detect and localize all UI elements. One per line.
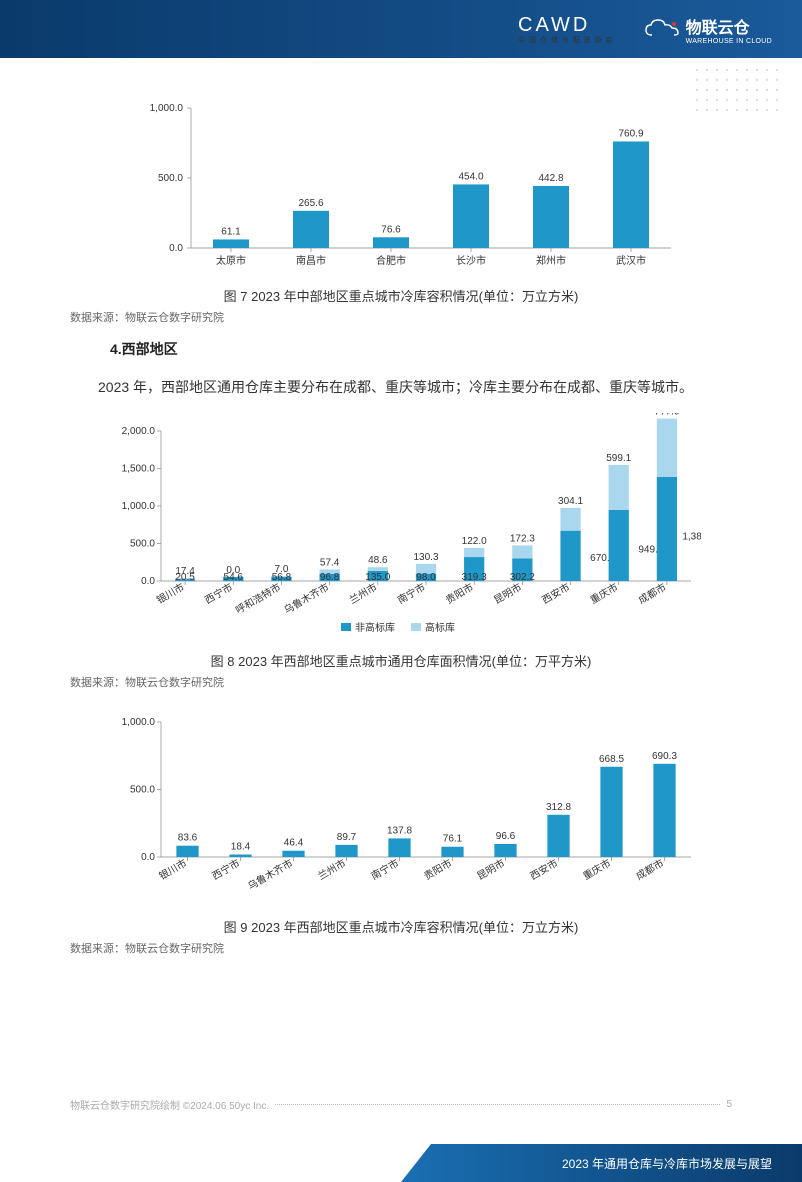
chart-9-svg: 0.0 500.0 1,000.0 83.6 银川市 18.4 西宁市 46.4 乌鲁木齐市 89… [101,704,701,909]
svg-text:46.4: 46.4 [284,838,304,849]
svg-text:银川市: 银川市 [154,580,186,606]
chart-8-source: 数据来源：物联云仓数字研究院 [70,674,732,690]
svg-text:2,000.0: 2,000.0 [122,426,156,437]
svg-text:南宁市: 南宁市 [369,856,401,882]
svg-text:500.0: 500.0 [130,539,155,550]
logo-cloud-cn: 物联云仓 [686,20,750,37]
svg-text:690.3: 690.3 [652,751,677,762]
chart-7: 0.0 500.0 1,000.0 61.1 太原市 265.6 南昌市 76.6 合肥市 454… [70,88,732,278]
chart-7-caption: 图 7 2023 年中部地区重点城市冷库容积情况(单位：万立方米) [70,286,732,305]
svg-text:贵阳市: 贵阳市 [443,580,475,606]
footer-credit: 物联云仓数字研究院绘制 ©2024.06 50yc Inc. 5 [70,1097,732,1112]
footer-banner-text: 2023 年通用仓库与冷库市场发展与展望 [562,1155,772,1172]
svg-text:61.1: 61.1 [221,226,241,237]
svg-text:777.0: 777.0 [654,413,679,418]
svg-text:长沙市: 长沙市 [456,254,486,267]
svg-text:兰州市: 兰州市 [316,856,348,882]
body-paragraph-1: 2023 年，西部地区通用仓库主要分布在成都、重庆等城市；冷库主要分布在成都、重… [70,373,732,401]
svg-text:昆明市: 昆明市 [491,580,523,606]
svg-text:500.0: 500.0 [130,785,155,796]
svg-text:1,000.0: 1,000.0 [122,501,156,512]
svg-text:89.7: 89.7 [337,832,357,843]
logo-cloud: 物联云仓 WAREHOUSE IN CLOUD [644,14,772,45]
footer-dotline [275,1104,720,1105]
svg-text:137.8: 137.8 [387,825,412,836]
cloud-icon [644,18,680,40]
logo-cloud-en: WAREHOUSE IN CLOUD [686,38,772,45]
svg-text:18.4: 18.4 [231,842,251,853]
section-heading-west: 4.西部地区 [110,339,732,359]
svg-text:太原市: 太原市 [216,254,246,267]
svg-text:172.3: 172.3 [510,533,535,544]
svg-text:0.0: 0.0 [169,243,183,254]
svg-text:郑州市: 郑州市 [536,254,566,267]
svg-text:西安市: 西安市 [528,856,560,882]
svg-text:1,500.0: 1,500.0 [122,464,156,475]
svg-text:442.8: 442.8 [538,173,563,184]
svg-text:成都市: 成都市 [634,856,666,882]
svg-text:南昌市: 南昌市 [296,254,326,267]
logo-cawd: CAWD 中 国 仓 储 与 配 送 协 会 [518,14,614,45]
svg-text:1,387.4: 1,387.4 [682,531,701,542]
page-header: CAWD 中 国 仓 储 与 配 送 协 会 物联云仓 WAREHOUSE IN… [0,0,802,58]
svg-text:122.0: 122.0 [462,536,487,547]
chart-9-source: 数据来源：物联云仓数字研究院 [70,940,732,956]
svg-text:760.9: 760.9 [618,128,643,139]
footer-banner: 2023 年通用仓库与冷库市场发展与展望 [401,1144,802,1182]
chart-9: 0.0 500.0 1,000.0 83.6 银川市 18.4 西宁市 46.4 乌鲁木齐市 89… [70,704,732,909]
svg-text:668.5: 668.5 [599,754,624,765]
svg-text:312.8: 312.8 [546,802,571,813]
svg-text:西宁市: 西宁市 [210,856,242,882]
content-area: 0.0 500.0 1,000.0 61.1 太原市 265.6 南昌市 76.6 合肥市 454… [0,58,802,956]
svg-text:130.3: 130.3 [413,552,438,563]
svg-text:武汉市: 武汉市 [616,254,646,267]
svg-text:高标库: 高标库 [425,621,455,634]
chart-7-source: 数据来源：物联云仓数字研究院 [70,309,732,325]
svg-text:乌鲁木齐市: 乌鲁木齐市 [245,856,295,892]
svg-text:76.1: 76.1 [443,834,463,845]
svg-text:83.6: 83.6 [178,833,198,844]
svg-text:合肥市: 合肥市 [376,254,406,267]
svg-text:非高标库: 非高标库 [355,621,395,634]
svg-text:重庆市: 重庆市 [588,580,620,606]
svg-text:304.1: 304.1 [558,496,583,507]
svg-text:昆明市: 昆明市 [475,856,507,882]
chart-8-svg: 0.0500.01,000.01,500.02,000.017.420.5银川市… [101,413,701,643]
svg-text:银川市: 银川市 [157,856,189,882]
svg-text:乌鲁木齐市: 乌鲁木齐市 [281,580,331,616]
svg-text:西宁市: 西宁市 [202,580,234,606]
svg-text:贵阳市: 贵阳市 [422,856,454,882]
logo-cawd-text: CAWD [518,14,590,36]
svg-text:500.0: 500.0 [158,173,183,184]
svg-text:265.6: 265.6 [298,198,323,209]
chart-7-svg: 0.0 500.0 1,000.0 61.1 太原市 265.6 南昌市 76.6 合肥市 454… [121,88,681,278]
svg-text:重庆市: 重庆市 [581,856,613,882]
svg-text:0.0: 0.0 [141,576,155,587]
svg-text:南宁市: 南宁市 [395,580,427,606]
svg-text:0.0: 0.0 [141,852,155,863]
logo-cawd-sub: 中 国 仓 储 与 配 送 协 会 [518,35,614,45]
svg-text:呼和浩特市: 呼和浩特市 [233,580,283,616]
svg-text:兰州市: 兰州市 [347,580,379,606]
svg-text:48.6: 48.6 [368,555,388,566]
svg-text:1,000.0: 1,000.0 [150,103,184,114]
chart-8: 0.0500.01,000.01,500.02,000.017.420.5银川市… [70,413,732,643]
svg-text:454.0: 454.0 [458,171,483,182]
svg-text:599.1: 599.1 [606,453,631,464]
svg-text:西安市: 西安市 [540,580,572,606]
svg-text:57.4: 57.4 [320,557,340,568]
svg-text:76.6: 76.6 [381,224,401,235]
logo-cloud-text-wrap: 物联云仓 WAREHOUSE IN CLOUD [686,14,772,45]
footer-credit-text: 物联云仓数字研究院绘制 ©2024.06 50yc Inc. [70,1097,269,1112]
chart-9-caption: 图 9 2023 年西部地区重点城市冷库容积情况(单位：万立方米) [70,917,732,936]
chart-8-caption: 图 8 2023 年西部地区重点城市通用仓库面积情况(单位：万平方米) [70,651,732,670]
svg-text:96.6: 96.6 [496,831,516,842]
footer-page-num: 5 [726,1099,732,1110]
svg-text:1,000.0: 1,000.0 [122,717,156,728]
svg-text:成都市: 成都市 [636,580,668,606]
